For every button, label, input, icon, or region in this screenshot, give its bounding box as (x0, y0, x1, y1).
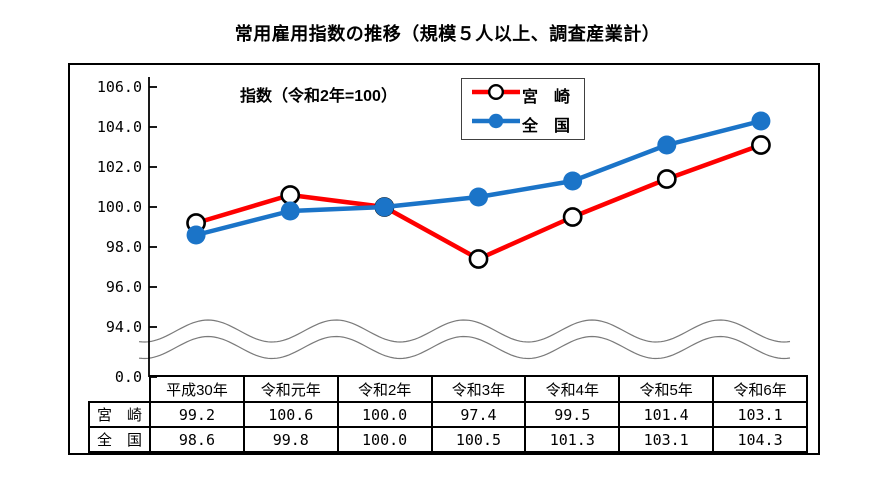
svg-text:0.0: 0.0 (115, 368, 142, 386)
table-cell: 99.8 (242, 426, 339, 453)
table-col-header: 令和4年 (524, 375, 621, 403)
table-cell: 103.1 (712, 401, 808, 428)
axis-break-waves (138, 319, 791, 360)
table-cell: 101.3 (524, 426, 621, 453)
table-row: 全 国 98.6 99.8 100.0 100.5 101.3 103.1 104.3 (88, 426, 808, 453)
table-col-header: 令和元年 (242, 375, 339, 403)
table-cell: 99.5 (524, 401, 621, 428)
table-cell: 100.0 (336, 426, 433, 453)
national-series (186, 111, 771, 245)
table-cell: 99.2 (149, 401, 245, 428)
data-point-marker (468, 249, 489, 269)
data-point-marker (280, 201, 300, 221)
table-cell: 100.5 (430, 426, 527, 453)
svg-text:96.0: 96.0 (106, 278, 142, 296)
legend-label-national: 全 国 (522, 117, 571, 135)
table-row: 宮 崎 99.2 100.6 100.0 97.4 99.5 101.4 103.1 (88, 401, 808, 428)
table-row-header: 宮 崎 (88, 401, 151, 428)
miyazaki-series (186, 135, 771, 269)
data-point-marker (751, 111, 771, 131)
svg-text:106.0: 106.0 (97, 78, 142, 96)
legend-item-national: 全 国 (470, 110, 584, 137)
data-point-marker (186, 225, 206, 245)
line-chart: 106.0 104.0 102.0 100.0 98.0 96.0 94.0 0.0 (97, 77, 791, 386)
table-col-header: 令和6年 (712, 375, 808, 403)
table-cell: 97.4 (430, 401, 527, 428)
svg-text:98.0: 98.0 (106, 238, 142, 256)
data-point-marker (656, 169, 677, 189)
svg-text:94.0: 94.0 (106, 318, 142, 336)
table-col-header: 令和2年 (336, 375, 433, 403)
table-row-header: 全 国 (88, 426, 151, 453)
table-cell: 101.4 (618, 401, 715, 428)
table-cell: 104.3 (712, 426, 808, 453)
svg-text:104.0: 104.0 (97, 118, 142, 136)
table-cell: 103.1 (618, 426, 715, 453)
index-base-note: 指数（令和2年=100） (240, 88, 397, 105)
svg-text:102.0: 102.0 (97, 158, 142, 176)
table-cell: 98.6 (149, 426, 245, 453)
data-table: 平成30年 令和元年 令和2年 令和3年 令和4年 令和5年 令和6年宮 崎 99.2 100.… (88, 375, 808, 453)
legend-label-miyazaki: 宮 崎 (522, 88, 571, 106)
chart-title: 常用雇用指数の推移（規模５人以上、調査産業計） (234, 24, 661, 44)
table-cell: 100.6 (242, 401, 339, 428)
national-marker-icon (470, 110, 522, 137)
table-col-header: 令和5年 (618, 375, 715, 403)
data-point-marker (374, 197, 394, 217)
table-col-header: 令和3年 (430, 375, 527, 403)
data-point-marker (280, 185, 301, 205)
legend-item-miyazaki: 宮 崎 (470, 81, 584, 108)
data-point-marker (562, 207, 583, 227)
miyazaki-marker-icon (470, 81, 522, 108)
legend: 宮 崎 全 国 (461, 78, 585, 140)
table-col-header: 平成30年 (149, 375, 245, 403)
table-corner-ghost (89, 376, 150, 402)
data-point-marker (657, 135, 677, 155)
data-point-marker (563, 171, 583, 191)
table-cell: 100.0 (336, 401, 433, 428)
data-point-marker (469, 187, 488, 207)
y-axis-labels: 106.0 104.0 102.0 100.0 98.0 96.0 94.0 0.0 (97, 78, 142, 386)
y-axis (148, 77, 157, 378)
svg-text:100.0: 100.0 (97, 198, 142, 216)
figure-frame: 106.0 104.0 102.0 100.0 98.0 96.0 94.0 0.0 指数（令… (68, 63, 820, 455)
data-point-marker (751, 135, 771, 155)
